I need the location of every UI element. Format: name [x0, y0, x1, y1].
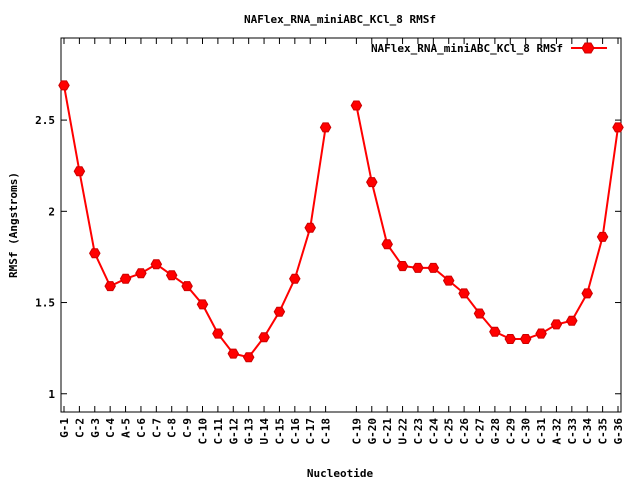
data-point: [196, 299, 209, 310]
data-point: [412, 262, 424, 273]
data-point: [504, 334, 517, 344]
x-axis: G-1 C-2 G-3 C-4 A-5 C-6 C-7 C-8 C-9 C-10 C-11 G-12 G…: [58, 38, 625, 445]
x-tick-label: G-36: [612, 418, 625, 445]
legend: NAFlex_RNA_miniABC_KCl_8 RMSf: [371, 42, 607, 55]
data-point: [242, 352, 255, 363]
data-point: [258, 332, 270, 343]
x-tick-label: C-31: [535, 418, 548, 445]
series-line: [63, 85, 327, 359]
data-point: [227, 348, 240, 359]
y-tick-label: 1.5: [35, 297, 55, 310]
x-tick-label: U-22: [397, 418, 410, 445]
data-point: [596, 231, 609, 242]
data-point: [150, 259, 163, 270]
data-point: [366, 177, 378, 188]
y-tick-label: 2: [48, 205, 55, 218]
data-point: [89, 248, 101, 259]
x-tick-label: C-6: [135, 418, 148, 438]
data-point: [350, 100, 363, 111]
legend-label: NAFlex_RNA_miniABC_KCl_8 RMSf: [371, 42, 563, 55]
x-tick-label: A-32: [550, 418, 563, 445]
x-tick-label: C-24: [427, 418, 440, 445]
legend-marker: [581, 42, 595, 54]
x-tick-label: C-7: [150, 418, 163, 438]
x-tick-label: C-19: [350, 418, 363, 445]
x-tick-label: G-3: [89, 418, 102, 438]
x-tick-label: C-30: [520, 418, 533, 445]
plot-frame: [60, 37, 622, 413]
data-point: [304, 222, 316, 233]
data-point: [442, 275, 455, 286]
x-tick-label: C-21: [381, 418, 394, 445]
data-point: [273, 306, 286, 317]
x-tick-label: C-35: [597, 418, 610, 445]
data-point: [550, 319, 563, 330]
x-tick-label: C-23: [412, 418, 425, 445]
x-tick-label: G-28: [489, 418, 502, 445]
data-point: [289, 273, 301, 284]
x-tick-label: C-34: [581, 418, 594, 445]
data-point: [73, 166, 86, 177]
data-point: [612, 122, 624, 133]
x-tick-label: C-8: [166, 418, 179, 438]
x-tick-label: C-27: [474, 418, 487, 445]
x-tick-label: G-20: [366, 418, 379, 445]
x-tick-label: C-17: [304, 418, 317, 445]
x-tick-label: G-1: [58, 418, 71, 438]
x-tick-label: C-18: [320, 418, 333, 445]
data-point: [427, 262, 440, 273]
x-tick-label: G-12: [227, 418, 240, 445]
data-point: [212, 328, 224, 339]
series-layer: [58, 80, 624, 363]
data-point: [58, 80, 70, 91]
x-tick-label: C-2: [73, 418, 86, 438]
data-point: [581, 288, 593, 299]
x-tick-label: G-13: [243, 418, 256, 445]
x-axis-label: Nucleotide: [307, 467, 374, 480]
x-tick-label: C-25: [443, 418, 456, 445]
data-point: [396, 261, 409, 272]
chart-title: NAFlex_RNA_miniABC_KCl_8 RMSf: [244, 13, 436, 26]
y-axis: 1 1.5 2 2.5: [35, 114, 621, 401]
data-point: [135, 268, 147, 279]
x-tick-label: C-29: [504, 418, 517, 445]
data-point: [104, 281, 116, 292]
x-tick-label: C-33: [566, 418, 579, 445]
data-point: [473, 308, 486, 319]
x-tick-label: C-11: [212, 418, 225, 445]
data-point: [519, 334, 532, 344]
x-tick-label: C-26: [458, 418, 471, 445]
data-point: [181, 281, 193, 292]
data-point: [381, 239, 393, 250]
y-axis-label: RMSf (Angstroms): [7, 172, 20, 278]
x-tick-label: C-15: [273, 418, 286, 445]
x-tick-label: A-5: [120, 418, 133, 438]
data-point: [489, 326, 501, 337]
data-point: [165, 270, 178, 281]
data-point: [566, 315, 578, 326]
x-tick-label: C-16: [289, 418, 302, 445]
data-point: [319, 122, 332, 133]
x-tick-label: C-10: [197, 418, 210, 445]
data-point: [535, 328, 547, 339]
x-tick-label: C-9: [181, 418, 194, 438]
y-tick-label: 1: [48, 388, 55, 401]
series-line: [355, 105, 619, 341]
x-tick-label: U-14: [258, 418, 271, 445]
y-tick-label: 2.5: [35, 114, 55, 127]
data-point: [119, 273, 132, 284]
x-tick-label: C-4: [104, 418, 117, 438]
data-point: [458, 288, 470, 299]
